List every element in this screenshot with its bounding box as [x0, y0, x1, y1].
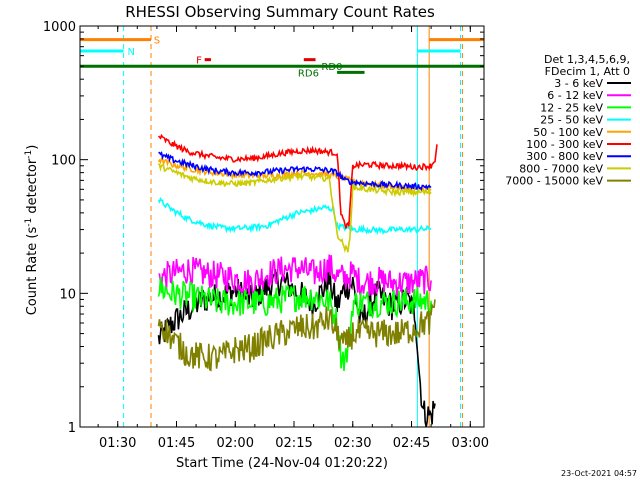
series-4-line: [157, 157, 432, 195]
flag-s-label: S: [154, 36, 160, 47]
footer-date: 23-Oct-2021 04:57: [561, 469, 637, 478]
flag-rd0-label: RD0: [321, 62, 342, 73]
x-tick-label-90: 02:30: [334, 436, 371, 451]
legend-entry-6: 300 - 800 keV: [526, 150, 603, 163]
legend-entry-4: 50 - 100 keV: [533, 126, 603, 139]
legend-entry-2: 12 - 25 keV: [540, 101, 603, 114]
legend-entry-3: 25 - 50 keV: [540, 114, 603, 127]
flag-rd6-label: RD6: [298, 68, 319, 79]
y-tick-label-1: 1: [68, 421, 76, 436]
series-8-line: [157, 299, 436, 372]
series-6-line: [158, 150, 432, 192]
legend-entry-7: 800 - 7000 keV: [519, 162, 603, 175]
plot-frame: [79, 25, 485, 428]
series-2: [157, 277, 432, 371]
legend: Det 1,3,4,5,6,9,FDecim 1, Att 03 - 6 keV…: [505, 53, 631, 188]
x-axis-label: Start Time (24-Nov-04 01:20:22): [176, 456, 388, 471]
series-0-line: [157, 269, 436, 427]
legend-entry-0: 3 - 6 keV: [554, 77, 603, 90]
series-6: [158, 150, 432, 192]
series-1-line: [158, 254, 432, 298]
legend-header-1: FDecim 1, Att 0: [545, 65, 630, 78]
series-0: [157, 269, 436, 427]
legend-entry-8: 7000 - 15000 keV: [505, 175, 603, 188]
y-axis-ticks: 1 10 100 1000: [43, 20, 484, 436]
series-7: [157, 163, 432, 254]
flag-f-label: F: [196, 56, 202, 67]
x-tick-label-60: 02:00: [217, 436, 254, 451]
series-3: [157, 196, 432, 236]
x-axis-ticks: 01:30 01:45 02:00 02:15 02:30 02:45 03:00: [97, 26, 489, 451]
x-tick-label-105: 02:45: [393, 436, 430, 451]
series-3-line: [157, 196, 432, 236]
legend-entry-5: 100 - 300 keV: [526, 138, 603, 151]
series-2-line: [157, 277, 432, 371]
y-tick-label-100: 100: [51, 154, 76, 169]
chart-title: RHESSI Observing Summary Count Rates: [125, 3, 435, 21]
y-axis-label: Count Rate (s-1 detector-1): [24, 145, 40, 316]
series-1: [158, 254, 432, 298]
y-tick-label-1000: 1000: [43, 20, 76, 35]
flag-n-label: N: [128, 47, 135, 58]
x-tick-label-30: 01:30: [99, 436, 136, 451]
legend-entry-1: 6 - 12 keV: [547, 89, 603, 102]
series-7-line: [157, 163, 432, 254]
y-tick-label-10: 10: [59, 287, 76, 302]
x-tick-label-120: 03:00: [452, 436, 489, 451]
x-tick-label-45: 01:45: [158, 436, 195, 451]
x-tick-label-75: 02:15: [275, 436, 312, 451]
series-5-line: [157, 133, 438, 229]
series-8: [157, 299, 436, 372]
series-5: [157, 133, 438, 229]
legend-header-0: Det 1,3,4,5,6,9,: [544, 53, 630, 66]
series-4: [157, 157, 432, 195]
